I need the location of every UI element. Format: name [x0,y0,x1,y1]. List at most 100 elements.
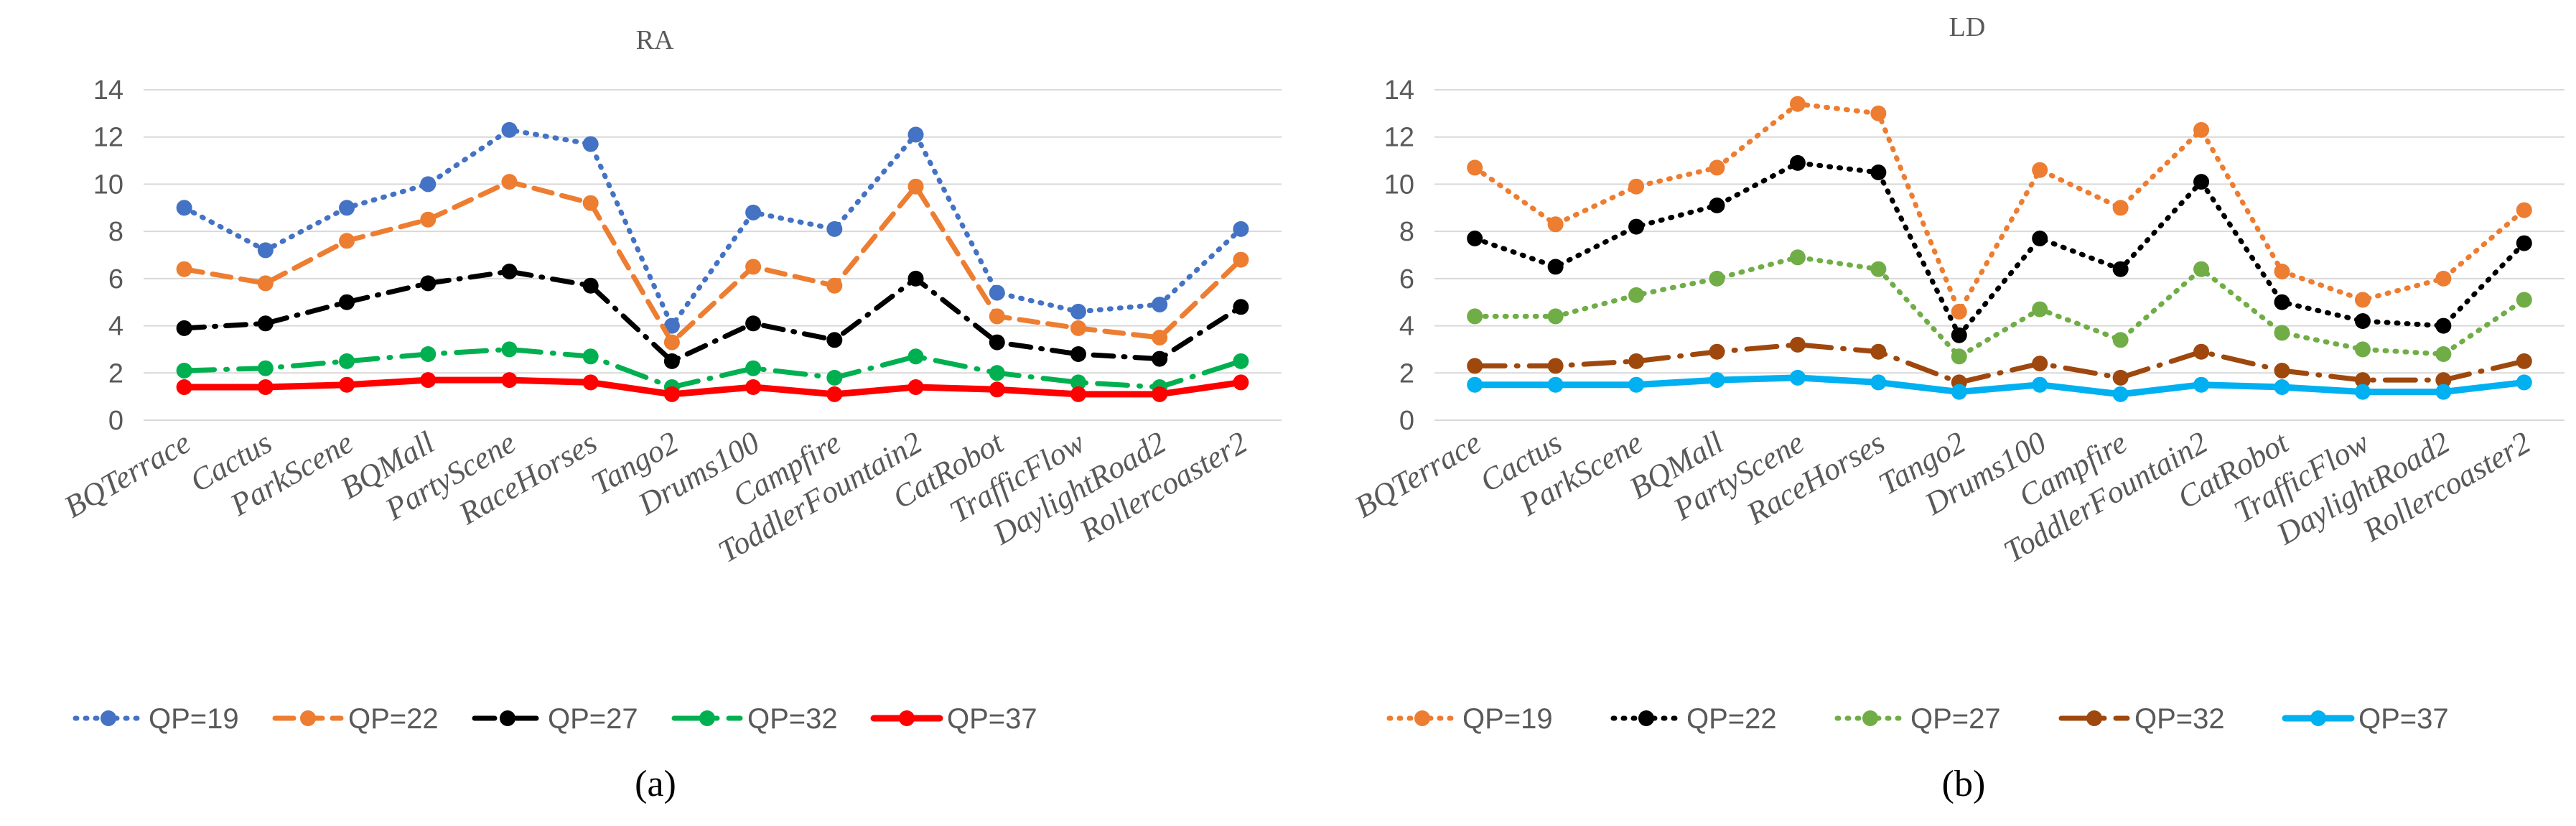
y-tick-label: 8 [1399,217,1414,247]
figure-caption: (a) [635,764,676,804]
data-point [826,332,843,348]
series-qp-19 [176,121,1249,334]
data-point [1870,343,1887,360]
series-qp-27 [1467,249,2532,365]
data-point [1547,259,1564,275]
data-point [1467,358,1483,374]
data-point [257,379,274,395]
data-point [1709,270,1725,287]
data-point [2274,325,2290,341]
legend-entry: QP=22 [272,703,439,735]
data-point [1789,96,1806,112]
data-point [2516,353,2532,369]
data-point [1233,299,1249,315]
data-point [2193,261,2210,277]
data-point [989,365,1005,381]
data-point [1070,346,1086,362]
data-point [1789,249,1806,266]
data-point [2032,162,2048,178]
data-point [2032,231,2048,246]
legend-marker [500,710,515,726]
data-point [907,379,924,395]
data-point [501,372,518,389]
y-tick-label: 8 [108,217,123,247]
legend-label: QP=32 [747,703,838,735]
data-point [989,284,1005,301]
data-point [257,315,274,332]
legend-entry: QP=27 [472,703,638,735]
data-point [989,381,1005,398]
y-tick-label: 6 [108,264,123,294]
data-point [826,221,843,237]
data-point [2032,301,2048,317]
data-point [2274,264,2290,279]
legend-marker [699,710,715,726]
data-point [2354,341,2371,358]
data-point [1628,353,1645,369]
data-point [176,320,192,336]
data-point [1233,221,1249,237]
data-point [1951,348,1967,365]
data-point [2112,369,2129,386]
data-point [257,242,274,259]
legend-marker [2086,710,2102,726]
data-point [1467,376,1483,393]
data-point [745,360,762,376]
data-point [2354,384,2371,400]
figure-caption: (b) [1942,764,1986,804]
data-point [1709,198,1725,213]
chart-title: RA [636,25,674,55]
data-point [1070,386,1086,402]
data-point [420,372,437,389]
data-point [339,353,355,369]
data-point [1709,372,1725,389]
data-point [2516,235,2532,251]
data-point [2112,261,2129,277]
y-tick-label: 0 [1399,406,1414,436]
series-line [1472,342,2527,385]
data-point [582,277,599,294]
legend-marker [1414,710,1430,726]
data-point [1709,159,1725,176]
data-point [2274,363,2290,379]
data-point [826,386,843,402]
data-point [2435,346,2452,362]
series-line [1471,374,2528,398]
series-qp-37 [176,372,1249,402]
data-point [339,294,355,310]
data-point [501,121,518,138]
y-tick-label: 6 [1399,264,1414,294]
data-point [1628,218,1645,235]
data-point [1628,287,1645,303]
legend-marker [300,710,316,726]
legend-marker [1862,710,1878,726]
legend-label: QP=19 [1462,703,1553,735]
series-line [1472,101,2527,315]
data-point [1951,327,1967,343]
data-point [2112,200,2129,216]
legend-label: QP=19 [149,703,239,735]
data-point [339,233,355,249]
data-point [1233,251,1249,268]
legend-entry: QP=32 [2058,703,2225,735]
data-point [745,204,762,221]
data-point [1951,303,1967,320]
data-point [2274,294,2290,310]
series-qp-22 [1467,154,2532,343]
data-point [176,261,192,277]
data-point [989,334,1005,351]
legend-entry: QP=22 [1610,703,1777,735]
data-point [2516,292,2532,308]
data-point [420,275,437,292]
data-point [2193,343,2210,360]
series-qp-32 [1467,336,2532,391]
data-point [257,275,274,292]
data-point [2193,121,2210,138]
legend-entry: QP=19 [73,703,239,735]
data-point [501,264,518,279]
data-point [1467,159,1483,176]
chart-title: LD [1949,12,1986,42]
data-point [745,379,762,395]
data-point [663,353,680,369]
